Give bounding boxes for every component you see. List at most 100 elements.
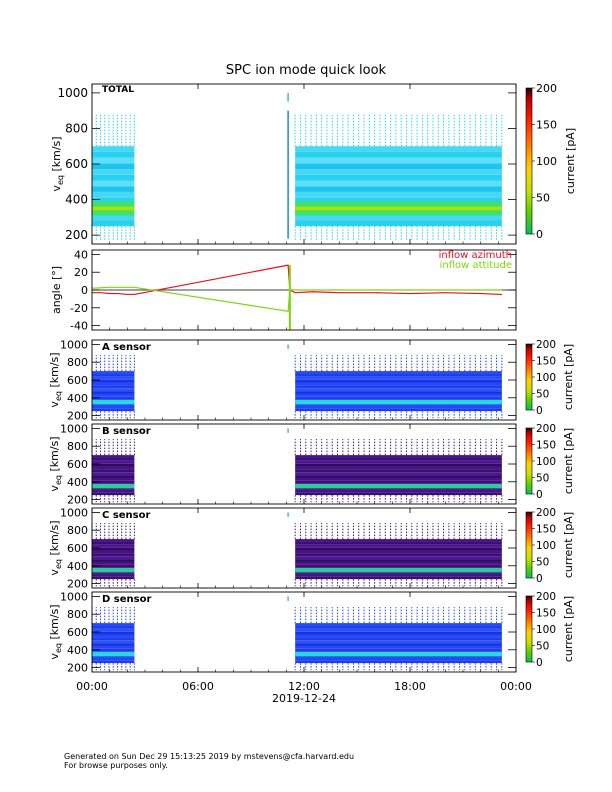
colorbar: [525, 595, 533, 663]
spectrum-band: [295, 480, 502, 484]
spectrum-band: [92, 544, 135, 548]
colorbar-tick-label: 100: [536, 456, 556, 468]
panel-d-sensor: 200 400 600 800 1000 D sensor veq [km/s] 0 50 100…: [48, 590, 575, 674]
spectrum-band: [295, 463, 502, 467]
spectrum-band: [92, 197, 135, 204]
spectrum-band: [295, 657, 502, 661]
spectrum-band: [295, 637, 502, 641]
figure-title: SPC ion mode quick look: [226, 63, 387, 78]
panel-b-sensor: 200 400 600 800 1000 B sensor veq [km/s] 0 50 100…: [48, 422, 575, 506]
spectrum-band: [295, 559, 502, 562]
spectrum-band: [92, 220, 135, 227]
spectrum-band: [295, 645, 502, 649]
spectrum-band: [92, 376, 135, 380]
spectrum-band: [295, 385, 502, 389]
proton-beam: [92, 568, 135, 573]
spectrum-band: [295, 393, 502, 397]
x-tick-label: 00:00: [76, 680, 108, 693]
spectrum-band: [295, 373, 502, 377]
spectrum-band: [92, 539, 135, 542]
proton-beam: [92, 400, 135, 405]
spectrum-band: [92, 405, 135, 409]
spectrum-band: [295, 391, 502, 394]
spectrum-band: [295, 576, 502, 580]
y-tick-label: 400: [67, 476, 88, 489]
spectrum-band: [92, 492, 135, 496]
panel-label: C sensor: [102, 510, 150, 521]
spectrum-band: [92, 573, 135, 577]
spectrum-band: [295, 660, 502, 664]
spectrum-band: [92, 550, 135, 554]
proton-beam: [295, 400, 502, 405]
colorbar-label: current [pA]: [562, 596, 575, 662]
spectrum-band: [92, 634, 135, 638]
panel-label: D sensor: [102, 594, 151, 605]
series-line-inflow-azimuth: [92, 264, 502, 296]
y-tick-label: -20: [70, 302, 88, 315]
y-axis-label: veq [km/s]: [48, 352, 63, 407]
colorbar-tick-label: 0: [536, 657, 543, 669]
spectrum-band: [92, 457, 135, 461]
colorbar-tick-label: 50: [536, 557, 549, 569]
y-tick-label: 40: [74, 248, 88, 261]
colorbar-tick-label: 150: [536, 440, 556, 452]
colorbar-label: current [pA]: [562, 344, 575, 410]
spectrum-band: [92, 151, 135, 158]
proton-beam-core: [295, 206, 502, 211]
y-tick-label: 200: [67, 410, 88, 423]
spectrum-band: [92, 553, 135, 557]
y-tick-label: 600: [67, 374, 88, 387]
spectrum-band: [295, 186, 502, 192]
spectrum-band: [295, 628, 502, 632]
spectrum-band: [92, 657, 135, 661]
panel-frame: [91, 507, 517, 589]
spectrum-band: [92, 480, 135, 484]
spectrum-band: [295, 197, 502, 204]
spectrum-band: [92, 576, 135, 580]
y-tick-label: 200: [67, 494, 88, 507]
spectrum-band: [295, 466, 502, 470]
colorbar-tick-label: 50: [536, 473, 549, 485]
panel-c-sensor: 200 400 600 800 1000 C sensor veq [km/s] 0 50 100…: [48, 506, 575, 590]
y-tick-label: -40: [70, 320, 88, 333]
y-tick-label: 800: [67, 524, 88, 537]
y-tick-label: 200: [67, 578, 88, 591]
spectrum-band: [295, 631, 502, 635]
colorbar-tick-label: 50: [536, 192, 550, 205]
spectrum-band: [92, 180, 135, 187]
spectrum-band: [295, 544, 502, 548]
colorbar-tick-label: 200: [536, 507, 556, 519]
y-axis-label: veq [km/s]: [48, 436, 63, 491]
spectrum-band: [295, 623, 502, 626]
panel-label: TOTAL: [102, 85, 134, 95]
spectrum-band: [92, 371, 135, 374]
spectrum-band: [92, 547, 135, 551]
y-tick-label: 600: [67, 626, 88, 639]
spectrum-band: [92, 475, 135, 478]
proton-beam-core: [92, 206, 135, 211]
x-tick-label: 12:00: [288, 680, 320, 693]
spectrum-band: [295, 547, 502, 551]
y-tick-label: 0: [81, 284, 88, 297]
y-tick-label: 800: [67, 440, 88, 453]
spectrum-band: [92, 640, 135, 644]
spectrum-band: [295, 163, 502, 170]
x-tick-label: 18:00: [394, 680, 426, 693]
spectrum-band: [92, 564, 135, 568]
spectrum-band: [295, 455, 502, 458]
y-tick-label: 200: [67, 662, 88, 675]
panel-frame: [91, 83, 517, 245]
colorbar-tick-label: 100: [536, 372, 556, 384]
spectrum-band: [92, 469, 135, 473]
colorbar-tick-label: 200: [536, 82, 557, 95]
colorbar-label: current [pA]: [564, 128, 577, 194]
panel-frame: [91, 591, 517, 673]
spectrum-band: [295, 634, 502, 638]
spectrum-band: [92, 466, 135, 470]
y-tick-label: 1000: [60, 590, 88, 603]
spectrum-band: [295, 573, 502, 577]
colorbar-tick-label: 150: [536, 608, 556, 620]
spectrum-band: [92, 191, 135, 198]
x-tick-label: 06:00: [182, 680, 214, 693]
